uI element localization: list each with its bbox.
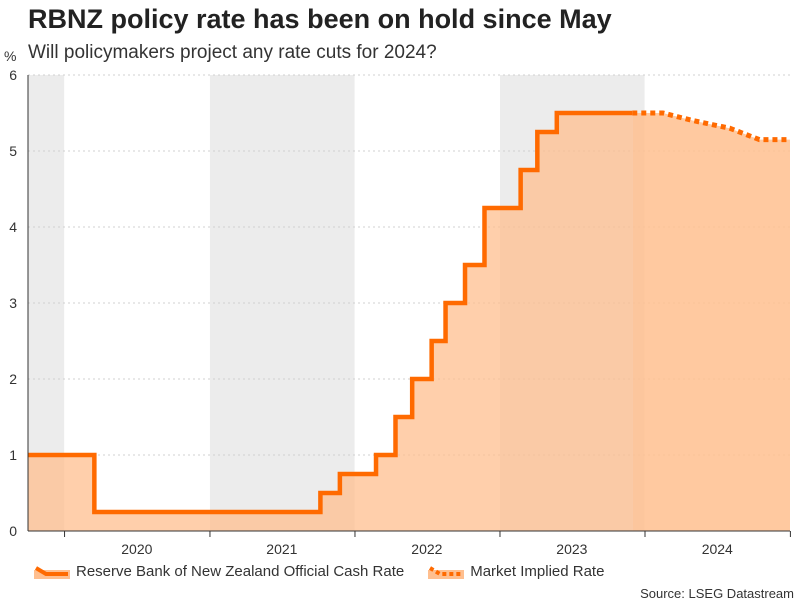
y-tick-label-3: 3 [9, 295, 17, 311]
y-tick-label-1: 1 [9, 447, 17, 463]
y-axis-unit: % [4, 48, 17, 64]
x-tick-label-2020: 2020 [121, 541, 152, 557]
x-tick-label-2021: 2021 [266, 541, 297, 557]
shaded-period-1 [209, 75, 355, 531]
series-line-market [632, 110, 790, 143]
legend-item-market: Market Implied Rate [428, 563, 604, 580]
legend-swatch-ocr [34, 565, 70, 579]
x-tick-label-2024: 2024 [702, 541, 733, 557]
series-line-ocr [28, 110, 633, 515]
area-ocr [28, 113, 633, 531]
legend-swatch-market [428, 565, 465, 579]
source-note: Source: LSEG Datastream [640, 586, 794, 601]
legend-label-ocr: Reserve Bank of New Zealand Official Cas… [76, 563, 405, 580]
chart-title: RBNZ policy rate has been on hold since … [28, 4, 612, 34]
legend-item-ocr: Reserve Bank of New Zealand Official Cas… [34, 563, 404, 580]
area-market [632, 113, 790, 531]
y-tick-label-4: 4 [9, 219, 17, 235]
chart-subtitle: Will policymakers project any rate cuts … [28, 42, 437, 63]
y-tick-label-6: 6 [9, 67, 17, 83]
legend: Reserve Bank of New Zealand Official Cas… [34, 563, 628, 580]
y-tick-label-5: 5 [9, 143, 17, 159]
x-tick-label-2023: 2023 [556, 541, 587, 557]
y-tick-label-0: 0 [9, 523, 17, 539]
y-tick-label-2: 2 [9, 371, 17, 387]
legend-label-market: Market Implied Rate [470, 563, 605, 580]
x-tick-label-2022: 2022 [411, 541, 442, 557]
